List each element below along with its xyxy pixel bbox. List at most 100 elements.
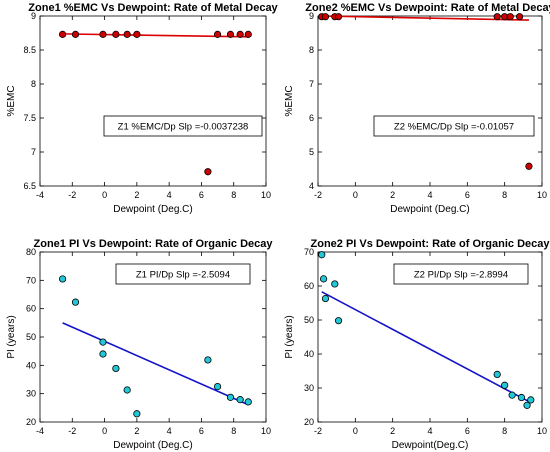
x-tick-label: 0	[353, 190, 358, 200]
x-tick-label: 4	[427, 190, 432, 200]
zone1-emc-slope-annotation: Z1 %EMC/Dp Slp =-0.0037238	[118, 122, 249, 133]
x-tick-label: 4	[167, 426, 172, 436]
data-point	[515, 13, 524, 21]
x-tick-label: 2	[390, 426, 395, 436]
zone2-emc-slope-annotation: Z2 %EMC/Dp Slp =-0.01057	[394, 122, 514, 133]
data-point	[517, 393, 526, 402]
data-point	[133, 30, 141, 38]
data-point	[523, 401, 531, 409]
y-tick-label: 8	[309, 45, 314, 55]
data-point	[493, 370, 501, 378]
x-tick-label: 4	[167, 190, 172, 200]
y-tick-label: 60	[304, 281, 314, 291]
data-point	[506, 13, 514, 21]
data-point	[99, 338, 107, 346]
zone2-pi-slope-box	[393, 263, 529, 285]
x-tick-label: 8	[502, 426, 507, 436]
data-point	[236, 30, 244, 38]
data-point	[334, 317, 343, 325]
x-tick-label: -2	[314, 190, 322, 200]
x-tick-label: 10	[537, 426, 547, 436]
y-tick-label: 80	[26, 247, 36, 257]
data-point	[123, 30, 131, 38]
zone2-emc-slope-box	[373, 115, 535, 137]
x-tick-label: 6	[465, 190, 470, 200]
data-point	[321, 294, 330, 303]
zone1-emc-y-axis-label: %EMC	[6, 85, 17, 116]
y-tick-label: 7	[309, 79, 314, 89]
data-point	[99, 30, 107, 38]
data-point	[213, 382, 222, 391]
x-tick-label: 0	[353, 426, 358, 436]
y-tick-label: 7.5	[23, 113, 36, 123]
data-point	[321, 13, 330, 21]
x-tick-label: 4	[427, 426, 432, 436]
zone2-pi-slope-annotation: Z2 PI/Dp Slp =-2.8994	[414, 270, 508, 281]
y-tick-label: 70	[304, 247, 314, 257]
zone2-emc-x-axis-label: Dewpoint (Deg.C)	[390, 204, 469, 215]
y-tick-label: 8	[31, 79, 36, 89]
x-tick-label: 2	[390, 190, 395, 200]
data-point	[244, 398, 252, 406]
y-tick-label: 20	[304, 417, 314, 427]
x-tick-label: -2	[314, 426, 322, 436]
y-tick-label: 60	[26, 304, 36, 314]
x-tick-label: -4	[36, 426, 44, 436]
data-point	[71, 298, 80, 306]
x-tick-label: 6	[465, 426, 470, 436]
data-point	[508, 391, 516, 399]
data-point	[334, 13, 343, 21]
y-tick-label: 40	[304, 349, 314, 359]
data-point	[319, 275, 328, 283]
data-point	[112, 30, 120, 38]
y-tick-label: 70	[26, 275, 36, 285]
y-tick-label: 7	[31, 147, 36, 157]
y-tick-label: 4	[309, 181, 314, 191]
zone1-pi-fit-line	[62, 322, 249, 406]
data-point	[123, 386, 131, 394]
y-tick-label: 6.5	[23, 181, 36, 191]
data-point	[99, 350, 107, 358]
y-tick-label: 8.5	[23, 45, 36, 55]
zone2-emc-axes-frame	[317, 15, 543, 187]
y-tick-label: 9	[309, 11, 314, 21]
x-tick-label: -2	[68, 426, 76, 436]
y-tick-label: 50	[304, 315, 314, 325]
x-tick-label: 6	[199, 426, 204, 436]
x-tick-label: 8	[231, 426, 236, 436]
data-point	[133, 410, 141, 418]
x-tick-label: 10	[537, 190, 547, 200]
y-tick-label: 5	[309, 147, 314, 157]
zone1-pi-slope-box	[115, 263, 251, 285]
zone1-emc-x-axis-label: Dewpoint (Deg.C)	[113, 204, 192, 215]
data-point	[527, 396, 535, 404]
data-point	[236, 396, 244, 404]
data-point	[493, 13, 501, 21]
zone1-pi-slope-annotation: Z1 PI/Dp Slp =-2.5094	[136, 270, 230, 281]
zone1-pi-x-axis-label: Dewpoint (Deg.C)	[113, 440, 192, 451]
data-point	[226, 393, 235, 401]
x-tick-label: 0	[102, 190, 107, 200]
x-tick-label: 8	[231, 190, 236, 200]
data-point	[213, 30, 222, 38]
data-point	[244, 30, 252, 38]
zone1-emc-title: Zone1 %EMC Vs Dewpoint: Rate of Metal De…	[28, 2, 278, 14]
zone2-emc-y-axis-label: %EMC	[284, 85, 295, 116]
x-tick-label: 10	[261, 426, 271, 436]
y-tick-label: 9	[31, 11, 36, 21]
x-tick-label: 2	[134, 190, 139, 200]
y-tick-label: 40	[26, 360, 36, 370]
y-tick-label: 30	[26, 389, 36, 399]
x-tick-label: -2	[68, 190, 76, 200]
x-tick-label: 2	[134, 426, 139, 436]
x-tick-label: -4	[36, 190, 44, 200]
data-point	[71, 30, 80, 38]
zone2-pi-fit-line	[321, 291, 530, 403]
zone2-pi-x-axis-label: Dewpoint(Deg.C)	[392, 440, 469, 451]
data-point	[204, 356, 212, 364]
data-point	[501, 381, 509, 389]
